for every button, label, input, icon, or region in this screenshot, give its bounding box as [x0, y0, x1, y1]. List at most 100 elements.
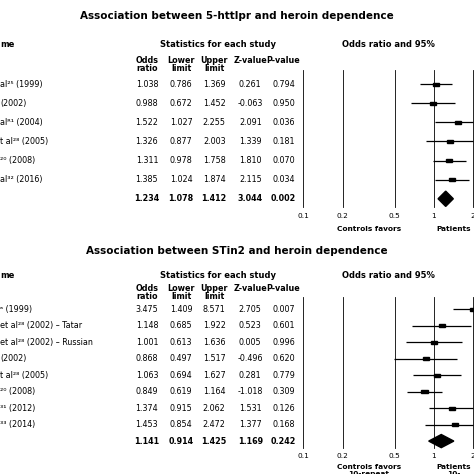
Text: 2.003: 2.003 [203, 137, 226, 146]
Text: 0.601: 0.601 [272, 321, 295, 330]
Text: me: me [0, 40, 14, 49]
Text: 0.523: 0.523 [239, 321, 262, 330]
Text: 0.242: 0.242 [271, 437, 296, 446]
Text: 1.374: 1.374 [136, 404, 158, 413]
Text: 1: 1 [431, 453, 436, 459]
Text: Association between STin2 and heroin dependence: Association between STin2 and heroin dep… [86, 246, 388, 256]
Text: 1.377: 1.377 [239, 420, 262, 429]
Text: 8.571: 8.571 [203, 305, 226, 314]
Text: Controls favors: Controls favors [337, 226, 401, 232]
Bar [430, 101, 436, 105]
Text: 1.522: 1.522 [136, 118, 158, 127]
Text: 0.2: 0.2 [337, 453, 348, 459]
Text: 0.002: 0.002 [271, 194, 296, 203]
Text: 1.517: 1.517 [203, 354, 226, 363]
Text: 1.531: 1.531 [239, 404, 262, 413]
Text: 3.044: 3.044 [237, 194, 263, 203]
Text: 0.672: 0.672 [170, 99, 192, 108]
Text: limit: limit [171, 64, 191, 73]
Text: 0.007: 0.007 [272, 305, 295, 314]
Text: al³² (2016): al³² (2016) [0, 175, 43, 184]
Text: ³¹ (2012): ³¹ (2012) [0, 404, 36, 413]
Text: Statistics for each study: Statistics for each study [160, 40, 275, 49]
Text: 0.978: 0.978 [170, 156, 192, 165]
Text: 0.849: 0.849 [136, 387, 158, 396]
Text: alᴿ¹ (2004): alᴿ¹ (2004) [0, 118, 43, 127]
Text: 0.281: 0.281 [239, 371, 262, 380]
Text: 0.126: 0.126 [272, 404, 295, 413]
Bar [470, 308, 474, 311]
Bar [452, 423, 458, 426]
Bar [447, 140, 453, 143]
Text: Odds: Odds [136, 284, 158, 293]
Text: P-value: P-value [266, 284, 301, 293]
Text: 0.786: 0.786 [170, 80, 192, 89]
Text: 1.636: 1.636 [203, 338, 226, 347]
Text: 1.063: 1.063 [136, 371, 158, 380]
Text: 1.922: 1.922 [203, 321, 226, 330]
Text: 1.758: 1.758 [203, 156, 226, 165]
Text: 0.168: 0.168 [272, 420, 295, 429]
Text: 1.148: 1.148 [136, 321, 158, 330]
Text: 1.001: 1.001 [136, 338, 158, 347]
Text: 0.685: 0.685 [170, 321, 192, 330]
Text: 2.255: 2.255 [203, 118, 226, 127]
Text: ³³ (2014): ³³ (2014) [0, 420, 35, 429]
Text: 0.619: 0.619 [170, 387, 192, 396]
Bar [434, 374, 440, 377]
Text: ratio: ratio [136, 292, 158, 301]
Text: 0.779: 0.779 [272, 371, 295, 380]
Text: et al²⁸ (2002) – Russian: et al²⁸ (2002) – Russian [0, 338, 93, 347]
Bar [438, 324, 445, 328]
Text: Odds: Odds [136, 56, 158, 65]
Text: 0.1: 0.1 [297, 212, 310, 219]
Text: 1: 1 [431, 212, 436, 219]
Text: 1.339: 1.339 [239, 137, 262, 146]
Text: 1.369: 1.369 [203, 80, 226, 89]
Text: 1.627: 1.627 [203, 371, 226, 380]
Text: Upper: Upper [201, 284, 228, 293]
Text: 0.620: 0.620 [272, 354, 295, 363]
Text: ratio: ratio [136, 64, 158, 73]
Text: 1.169: 1.169 [237, 437, 263, 446]
Bar [433, 82, 439, 86]
Text: et al²⁸ (2002) – Tatar: et al²⁸ (2002) – Tatar [0, 321, 82, 330]
Text: ᵃ (1999): ᵃ (1999) [0, 305, 32, 314]
Text: (2002): (2002) [0, 99, 27, 108]
Text: 0.988: 0.988 [136, 99, 158, 108]
Text: 0.950: 0.950 [272, 99, 295, 108]
Text: 1.326: 1.326 [136, 137, 158, 146]
Text: -0.063: -0.063 [237, 99, 263, 108]
Bar [449, 178, 456, 181]
Text: Statistics for each study: Statistics for each study [160, 271, 275, 280]
Text: 0.877: 0.877 [170, 137, 192, 146]
Bar [446, 159, 452, 162]
Text: 0.854: 0.854 [170, 420, 192, 429]
Text: 0.868: 0.868 [136, 354, 158, 363]
Text: 2.115: 2.115 [239, 175, 262, 184]
Text: 2.472: 2.472 [203, 420, 226, 429]
Text: 1.311: 1.311 [136, 156, 158, 165]
Text: 0.914: 0.914 [168, 437, 194, 446]
Text: Controls favors
10-repeat: Controls favors 10-repeat [337, 465, 401, 474]
Text: 1.385: 1.385 [136, 175, 158, 184]
Text: ²⁰ (2008): ²⁰ (2008) [0, 387, 35, 396]
Text: 0.1: 0.1 [297, 453, 310, 459]
Text: (2002): (2002) [0, 354, 27, 363]
Text: 1.874: 1.874 [203, 175, 226, 184]
Text: 0.5: 0.5 [389, 453, 401, 459]
Text: Lower: Lower [167, 284, 195, 293]
Text: 2: 2 [471, 453, 474, 459]
Text: 1.412: 1.412 [201, 194, 227, 203]
Text: Odds ratio and 95%: Odds ratio and 95% [342, 40, 435, 49]
Text: limit: limit [204, 64, 224, 73]
Text: 0.915: 0.915 [170, 404, 192, 413]
Text: Z-value: Z-value [233, 284, 267, 293]
Text: 1.078: 1.078 [168, 194, 194, 203]
Text: me: me [0, 271, 14, 280]
Text: 0.5: 0.5 [389, 212, 401, 219]
Text: 0.036: 0.036 [272, 118, 295, 127]
Text: 0.613: 0.613 [170, 338, 192, 347]
Text: -0.496: -0.496 [237, 354, 263, 363]
Text: 1.452: 1.452 [203, 99, 226, 108]
